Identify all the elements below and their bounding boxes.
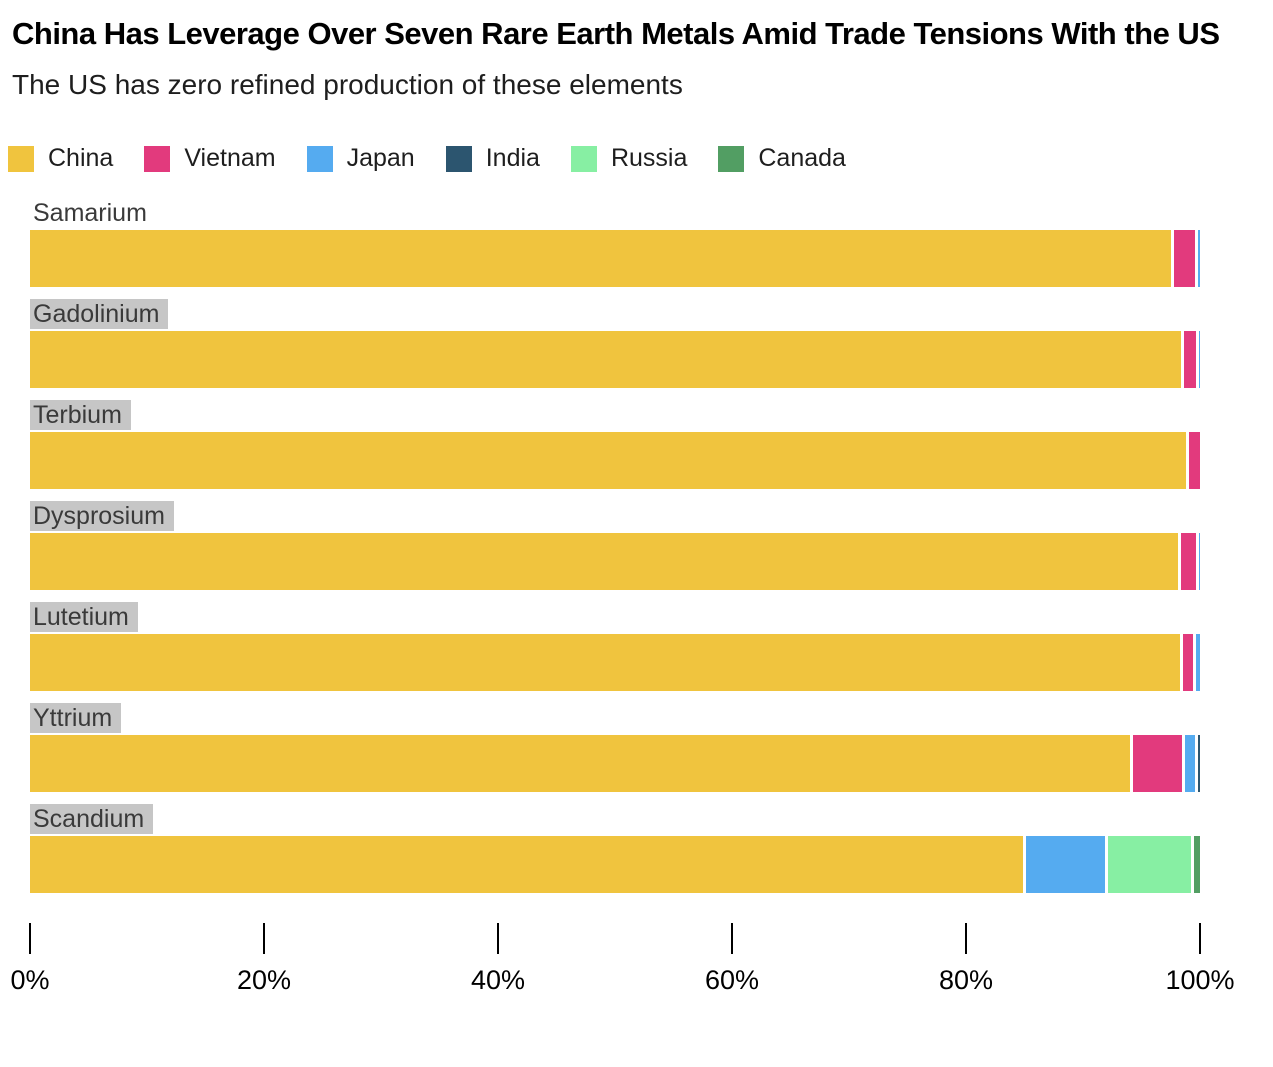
- legend-label: Russia: [610, 144, 688, 172]
- china-swatch: [8, 145, 34, 172]
- axis-tick-mark: [497, 923, 499, 954]
- stacked-bar: [30, 230, 1200, 287]
- vietnam-swatch: [144, 145, 171, 172]
- bar-row-terbium: Terbium: [30, 400, 1273, 489]
- bar-segment-japan-scandium[interactable]: [1026, 836, 1106, 893]
- bar-label: Gadolinium: [30, 299, 169, 329]
- bar-label: Samarium: [33, 199, 147, 227]
- bar-row-lutetium: Lutetium: [30, 602, 1273, 691]
- legend-label: China: [48, 144, 114, 172]
- bar-row-gadolinium: Gadolinium: [30, 299, 1273, 388]
- axis-tick-label: 40%: [470, 965, 526, 995]
- bar-segment-vietnam-terbium[interactable]: [1188, 432, 1200, 489]
- bar-row-scandium: Scandium: [30, 804, 1273, 893]
- chart-page: China Has Leverage Over Seven Rare Earth…: [8, 16, 1273, 1023]
- bar-segment-china-dysprosium[interactable]: [30, 533, 1179, 590]
- plot-area: Samarium Gadolinium Terbium Dysprosium L…: [30, 198, 1273, 893]
- axis-tick-mark: [29, 923, 31, 954]
- bar-segment-china-samarium[interactable]: [30, 230, 1171, 287]
- bar-segment-russia-scandium[interactable]: [1108, 836, 1191, 893]
- axis-tick-mark: [1199, 923, 1201, 954]
- bar-segment-japan-lutetium[interactable]: [1195, 634, 1200, 691]
- bar-segment-china-lutetium[interactable]: [30, 634, 1181, 691]
- bar-segment-china-scandium[interactable]: [30, 836, 1024, 893]
- axis-tick-mark: [263, 923, 265, 954]
- stacked-bar: [30, 533, 1200, 590]
- legend-item-russia: Russia: [570, 144, 688, 173]
- axis-tick-label: 80%: [938, 965, 994, 995]
- bar-label: Dysprosium: [30, 501, 174, 531]
- bar-segment-india-yttrium[interactable]: [1198, 735, 1200, 792]
- axis-tick-mark: [965, 923, 967, 954]
- bar-segment-china-yttrium[interactable]: [30, 735, 1130, 792]
- stacked-bar: [30, 634, 1200, 691]
- bar-segment-japan-dysprosium[interactable]: [1199, 533, 1200, 590]
- canada-swatch: [718, 145, 745, 172]
- bar-segment-china-gadolinium[interactable]: [30, 331, 1181, 388]
- legend-label: Japan: [346, 144, 415, 172]
- stacked-bar: [30, 836, 1200, 893]
- legend-item-japan: Japan: [306, 144, 415, 173]
- bar-segment-vietnam-yttrium[interactable]: [1132, 735, 1183, 792]
- axis-tick-label: 0%: [10, 965, 50, 995]
- legend-item-china: China: [8, 144, 113, 173]
- stacked-bar: [30, 735, 1200, 792]
- russia-swatch: [570, 145, 597, 172]
- legend-label: India: [485, 144, 540, 172]
- bar-label: Lutetium: [30, 602, 138, 632]
- legend-label: Canada: [758, 144, 846, 172]
- japan-swatch: [306, 145, 333, 172]
- legend-item-india: India: [445, 144, 540, 173]
- bar-segment-japan-samarium[interactable]: [1198, 230, 1200, 287]
- bar-label: Yttrium: [30, 703, 122, 733]
- chart-title: China Has Leverage Over Seven Rare Earth…: [12, 16, 1220, 51]
- bar-segment-vietnam-samarium[interactable]: [1173, 230, 1196, 287]
- legend-item-canada: Canada: [718, 144, 846, 173]
- x-axis: 0% 20% 40% 60% 80% 100%: [10, 923, 1235, 1023]
- axis-tick-mark: [731, 923, 733, 954]
- bar-segment-vietnam-gadolinium[interactable]: [1183, 331, 1196, 388]
- india-swatch: [445, 145, 472, 172]
- chart-subtitle: The US has zero refined production of th…: [12, 69, 683, 100]
- bar-segment-japan-yttrium[interactable]: [1185, 735, 1196, 792]
- axis-tick-label: 60%: [704, 965, 760, 995]
- bar-row-dysprosium: Dysprosium: [30, 501, 1273, 590]
- legend-label: Vietnam: [184, 144, 276, 172]
- bar-label: Terbium: [30, 400, 131, 430]
- bar-segment-vietnam-dysprosium[interactable]: [1181, 533, 1196, 590]
- legend: China Vietnam Japan India Russia Canada: [8, 144, 1273, 173]
- bar-label: Scandium: [30, 804, 154, 834]
- bar-row-yttrium: Yttrium: [30, 703, 1273, 792]
- bar-segment-japan-gadolinium[interactable]: [1199, 331, 1200, 388]
- bar-row-samarium: Samarium: [30, 198, 1273, 287]
- bar-segment-china-terbium[interactable]: [30, 432, 1186, 489]
- axis-tick-label: 20%: [236, 965, 292, 995]
- bar-segment-canada-scandium[interactable]: [1193, 836, 1200, 893]
- stacked-bar: [30, 432, 1200, 489]
- stacked-bar: [30, 331, 1200, 388]
- legend-item-vietnam: Vietnam: [144, 144, 276, 173]
- axis-tick-label: 100%: [1165, 965, 1235, 995]
- bar-segment-vietnam-lutetium[interactable]: [1183, 634, 1193, 691]
